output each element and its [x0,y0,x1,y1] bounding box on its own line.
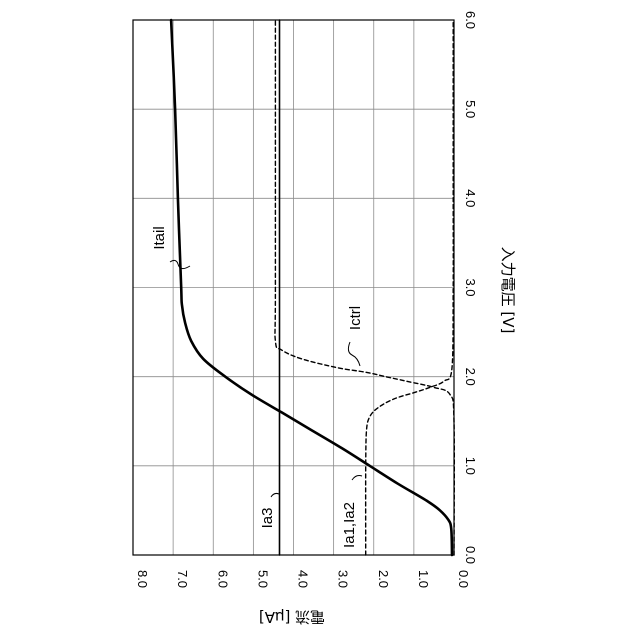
y-tick-label-8: 8.0 [135,570,150,588]
x-tick-label-1: 1.0 [463,457,478,475]
leader-ia3 [271,493,279,497]
y-tick-label-4: 4.0 [296,570,311,588]
x-tick-label-5: 5.0 [463,100,478,118]
x-tick-label-2: 2.0 [463,368,478,386]
y-tick-label-0: 0.0 [456,570,471,588]
y-axis-label: 電流 [μA] [259,608,325,626]
x-tick-label-0: 0.0 [463,546,478,564]
x-tick-label-3: 3.0 [463,278,478,296]
x-tick-label-6: 6.0 [463,11,478,29]
y-tick-label-2: 2.0 [376,570,391,588]
leader-ictrl [348,342,360,366]
annotation-ia3: Ia3 [259,508,276,529]
annotation-itail: Itail [151,226,168,249]
x-tick-label-4: 4.0 [463,189,478,207]
y-tick-label-3: 3.0 [336,570,351,588]
annotation-ia1-ia2: Ia1,Ia2 [341,502,358,548]
leader-ia1-ia2 [352,476,362,481]
y-tick-label-1: 1.0 [416,570,431,588]
y-tick-label-6: 6.0 [215,570,230,588]
annotation-leaders [170,260,362,497]
annotation-ictrl: Ictrl [347,306,364,330]
x-axis-label: 入力電圧 [V] [499,247,517,334]
y-tick-label-5: 5.0 [255,570,270,588]
y-tick-label-7: 7.0 [175,570,190,588]
